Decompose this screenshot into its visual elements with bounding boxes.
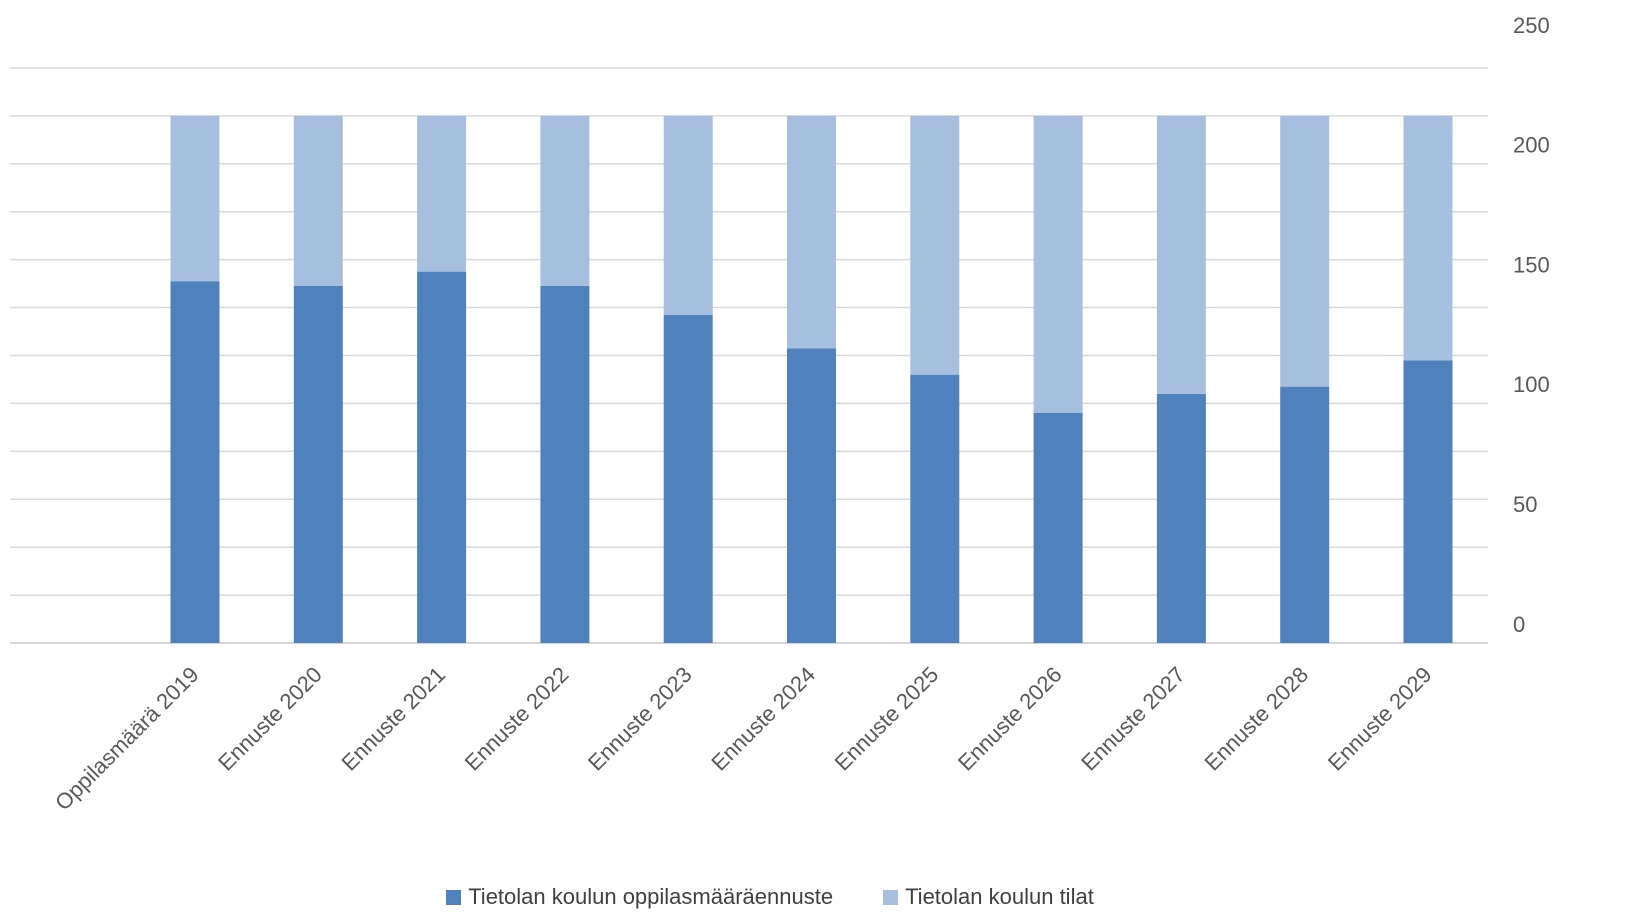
bar-capacity [910, 115, 960, 375]
bar-capacity [1033, 115, 1083, 413]
bar-capacity [293, 115, 343, 286]
x-tick-label: Oppilasmäärä 2019 [50, 662, 203, 815]
bars [170, 115, 1453, 643]
x-tick-label: Ennuste 2029 [1323, 662, 1437, 776]
x-tick-label: Ennuste 2024 [706, 662, 820, 776]
bar-capacity [1280, 115, 1330, 387]
x-tick-label: Ennuste 2027 [1076, 662, 1190, 776]
bar-enrollment [540, 285, 590, 643]
x-axis-ticks: Oppilasmäärä 2019 Ennuste 2020 Ennuste 202… [50, 662, 1436, 815]
bar-capacity [170, 115, 220, 282]
bar-enrollment [1033, 412, 1083, 643]
bar-enrollment [417, 271, 467, 643]
legend-label-capacity: Tietolan koulun tilat [905, 884, 1094, 909]
y-tick-label: 250 [1513, 13, 1550, 38]
bar-enrollment [663, 314, 713, 643]
bar-enrollment [910, 374, 960, 643]
bar-capacity [540, 115, 590, 286]
y-axis-ticks: 0 50 100 150 200 250 [1513, 13, 1550, 637]
legend-label-enrollment: Tietolan koulun oppilasmääräennuste [468, 884, 834, 909]
y-tick-label: 150 [1513, 252, 1550, 277]
y-tick-label: 50 [1513, 492, 1537, 517]
bar-capacity [663, 115, 713, 315]
bar-enrollment [787, 348, 836, 643]
bar-capacity [417, 115, 467, 272]
bar-enrollment [170, 281, 220, 643]
bar-enrollment [1156, 393, 1206, 643]
x-tick-label: Ennuste 2025 [830, 662, 944, 776]
legend: Tietolan koulun oppilasmääräennuste Tiet… [0, 884, 1540, 910]
gridlines [10, 67, 1488, 644]
bar-capacity [1403, 115, 1453, 361]
x-tick-label: Ennuste 2026 [953, 662, 1067, 776]
x-tick-label: Ennuste 2028 [1200, 662, 1314, 776]
x-tick-label: Ennuste 2021 [336, 662, 450, 776]
y-tick-label: 200 [1513, 133, 1550, 158]
y-tick-label: 0 [1513, 612, 1525, 637]
x-tick-label: Ennuste 2020 [213, 662, 327, 776]
bar-capacity [787, 115, 836, 349]
bar-enrollment [1403, 360, 1453, 643]
legend-swatch-capacity [883, 889, 899, 905]
bar-enrollment [1280, 386, 1330, 643]
bar-capacity [1156, 115, 1206, 394]
y-tick-label: 100 [1513, 372, 1550, 397]
bar-enrollment [293, 285, 343, 643]
x-tick-label: Ennuste 2022 [460, 662, 574, 776]
legend-item-enrollment: Tietolan koulun oppilasmääräennuste [446, 884, 833, 910]
legend-item-capacity: Tietolan koulun tilat [883, 884, 1094, 910]
legend-swatch-enrollment [446, 889, 462, 905]
x-tick-label: Ennuste 2023 [583, 662, 697, 776]
